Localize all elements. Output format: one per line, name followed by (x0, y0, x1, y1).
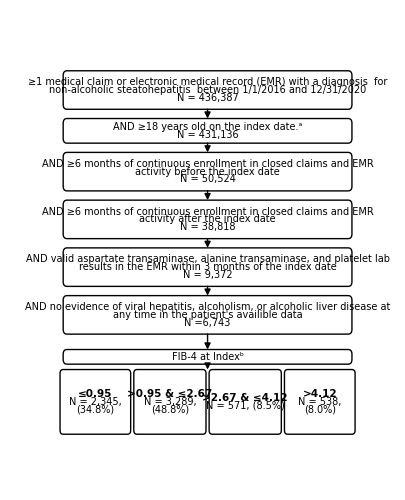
FancyBboxPatch shape (209, 370, 281, 434)
Text: AND valid aspartate transaminase, alanine transaminase, and platelet lab: AND valid aspartate transaminase, alanin… (26, 254, 390, 264)
Text: >0.95 & ≤2.67: >0.95 & ≤2.67 (127, 389, 213, 399)
FancyBboxPatch shape (134, 370, 206, 434)
FancyBboxPatch shape (60, 370, 131, 434)
Text: (34.8%): (34.8%) (76, 405, 115, 415)
FancyBboxPatch shape (63, 152, 352, 191)
FancyBboxPatch shape (63, 118, 352, 143)
Text: N = 538,: N = 538, (298, 397, 341, 407)
Text: N = 3,289,: N = 3,289, (144, 397, 196, 407)
Text: N = 431,136: N = 431,136 (177, 130, 239, 140)
FancyBboxPatch shape (63, 200, 352, 238)
Text: N = 2,345,: N = 2,345, (69, 397, 122, 407)
Text: AND ≥6 months of continuous enrollment in closed claims and EMR: AND ≥6 months of continuous enrollment i… (42, 159, 373, 169)
Text: activity before the index date: activity before the index date (135, 166, 280, 176)
Text: any time in the patient's availible data: any time in the patient's availible data (113, 310, 303, 320)
Text: >2.67 & ≤4.12: >2.67 & ≤4.12 (202, 393, 288, 403)
FancyBboxPatch shape (284, 370, 355, 434)
Text: FIB-4 at Indexᵇ: FIB-4 at Indexᵇ (172, 352, 243, 362)
Text: non-alcoholic steatohepatitis  between 1/1/2016 and 12/31/2020: non-alcoholic steatohepatitis between 1/… (49, 85, 366, 95)
Text: AND no evidence of viral hepatitis, alcoholism, or alcoholic liver disease at: AND no evidence of viral hepatitis, alco… (25, 302, 390, 312)
Text: N = 38,818: N = 38,818 (180, 222, 235, 232)
Text: (48.8%): (48.8%) (151, 405, 189, 415)
FancyBboxPatch shape (63, 71, 352, 110)
Text: N = 9,372: N = 9,372 (183, 270, 232, 280)
Text: >4.12: >4.12 (303, 389, 337, 399)
Text: ≤0.95: ≤0.95 (78, 389, 113, 399)
Text: results in the EMR within 3 months of the index date: results in the EMR within 3 months of th… (79, 262, 337, 272)
FancyBboxPatch shape (63, 350, 352, 364)
Text: AND ≥6 months of continuous enrollment in closed claims and EMR: AND ≥6 months of continuous enrollment i… (42, 206, 373, 216)
FancyBboxPatch shape (63, 248, 352, 286)
Text: (8.0%): (8.0%) (304, 405, 336, 415)
Text: N = 436,387: N = 436,387 (177, 93, 239, 103)
Text: ≥1 medical claim or electronic medical record (EMR) with a diagnosis  for: ≥1 medical claim or electronic medical r… (28, 77, 387, 87)
Text: N = 50,524: N = 50,524 (180, 174, 235, 184)
Text: activity after the index date: activity after the index date (139, 214, 276, 224)
Text: N = 571, (8.5%): N = 571, (8.5%) (206, 401, 285, 411)
FancyBboxPatch shape (63, 296, 352, 334)
Text: AND ≥18 years old on the index date.ᵃ: AND ≥18 years old on the index date.ᵃ (113, 122, 302, 132)
Text: N =6,743: N =6,743 (184, 318, 231, 328)
